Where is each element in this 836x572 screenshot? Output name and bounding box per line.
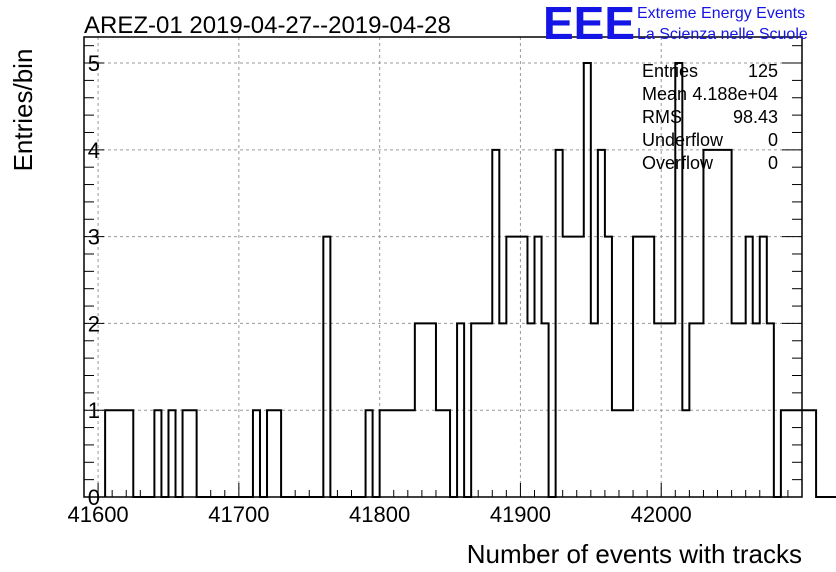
y-tick-label: 2 [88, 311, 100, 336]
stats-label: RMS [642, 107, 682, 127]
y-tick-label: 1 [88, 398, 100, 423]
y-tick-label: 4 [88, 138, 100, 163]
stats-label: Underflow [642, 130, 724, 150]
x-tick-label: 41600 [67, 502, 128, 527]
stats-value: 98.43 [733, 107, 778, 127]
chart-title: AREZ-01 2019-04-27--2019-04-28 [84, 12, 451, 39]
x-tick-labels: 41600 41700 41800 41900 42000 [67, 502, 691, 527]
x-tick-label: 42000 [631, 502, 692, 527]
axis-ticks [84, 45, 802, 498]
histogram-outline [104, 62, 836, 498]
stats-value: 0 [768, 153, 778, 173]
y-tick-labels: 0 1 2 3 4 5 [88, 51, 100, 510]
stats-label: Overflow [642, 153, 714, 173]
eee-logo: EEE Extreme Energy Events La Scienza nel… [543, 0, 808, 49]
stats-label: Mean [642, 84, 687, 104]
stats-box: Entries 125 Mean 4.188e+04 RMS 98.43 Underflow… [642, 61, 778, 173]
y-tick-label: 3 [88, 225, 100, 250]
y-tick-label: 5 [88, 51, 100, 76]
y-tick-label: 0 [88, 485, 100, 510]
logo-line-2: La Scienza nelle Scuole [637, 26, 808, 43]
stats-value: 125 [748, 61, 778, 81]
stats-label: Entries [642, 61, 698, 81]
logo-line-1: Extreme Energy Events [637, 5, 805, 22]
x-tick-label: 41800 [349, 502, 410, 527]
x-tick-label: 41900 [490, 502, 551, 527]
plot-frame [83, 36, 803, 498]
stats-value: 4.188e+04 [692, 84, 778, 104]
y-axis-title: Entries/bin [8, 49, 38, 172]
x-axis-title: Number of events with tracks [467, 539, 802, 569]
grid-lines [84, 37, 802, 497]
stats-value: 0 [768, 130, 778, 150]
logo-mark: EEE [543, 0, 635, 49]
x-tick-label: 41700 [208, 502, 269, 527]
